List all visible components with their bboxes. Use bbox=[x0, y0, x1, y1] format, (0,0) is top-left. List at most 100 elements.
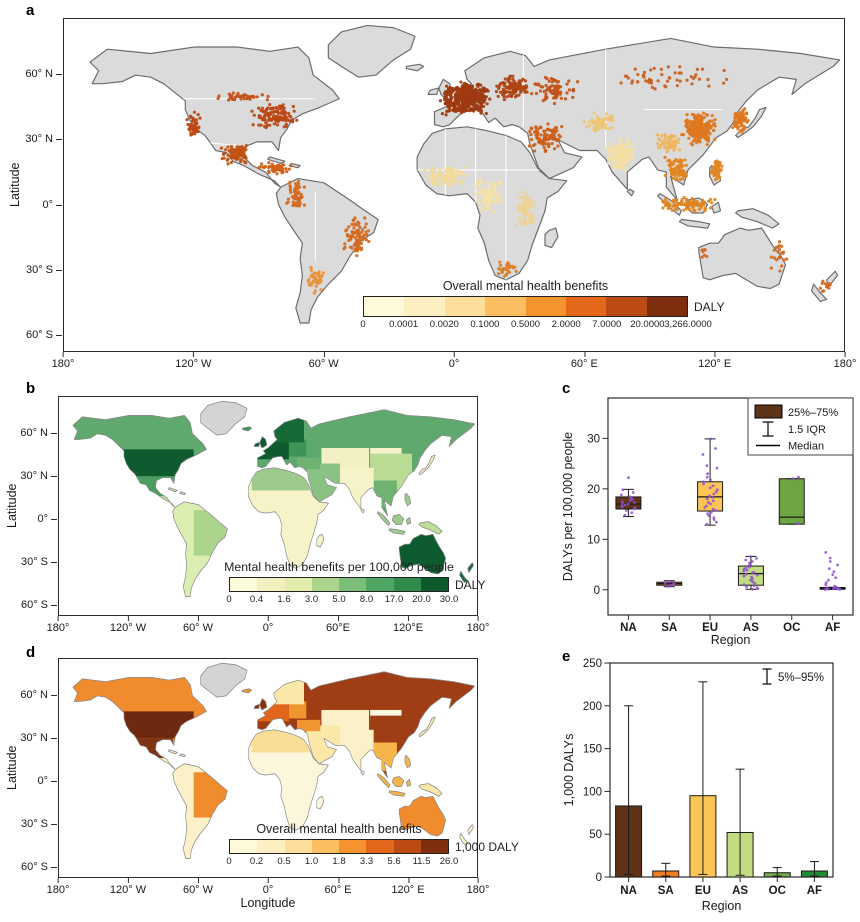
panel-b-colorbar-unit: DALY bbox=[455, 577, 486, 592]
colorbar-segment bbox=[565, 297, 607, 316]
chart-text: 1.5 IQR bbox=[788, 424, 826, 436]
colorbar-tick-label: 20.0 bbox=[412, 594, 431, 605]
colorbar-segment bbox=[420, 578, 448, 591]
lon-tick-label: 60° W bbox=[182, 878, 214, 896]
boxplot-dalys-per-100k: 0 10 20 30 DALYs per 100,000 people Region NA S… bbox=[560, 384, 860, 647]
chart-text: Median bbox=[788, 441, 824, 453]
colorbar-tick-label: 3.3 bbox=[359, 856, 374, 867]
lon-tick-label: 120° W bbox=[109, 878, 147, 896]
chart-text: 250 bbox=[583, 658, 602, 670]
panel-b-colorbar-labels: 0 0.4 1.6 3.0 5.0 8.0 17.0 20.0 30.0 bbox=[226, 594, 458, 606]
lon-tick-label: 120° W bbox=[109, 616, 147, 634]
colorbar-segment bbox=[525, 297, 566, 316]
lon-tick-label: 60° E bbox=[324, 878, 352, 896]
panel-d-colorbar-labels: 0 0.2 0.5 1.0 1.8 3.3 5.6 11.5 26.0 bbox=[226, 856, 458, 868]
chart-text: SA bbox=[661, 622, 677, 634]
lat-tick-label: 30° S bbox=[25, 263, 63, 276]
colorbar-tick-label: 0 bbox=[226, 856, 232, 867]
colorbar-segment bbox=[339, 840, 367, 853]
lon-tick-label: 180° bbox=[833, 352, 857, 370]
lon-tick-label: 180° bbox=[51, 352, 75, 370]
lon-tick-label: 180° bbox=[466, 616, 490, 634]
lon-tick-label: 180° bbox=[46, 616, 70, 634]
colorbar-tick-label: 5.6 bbox=[387, 856, 401, 867]
lon-tick-label: 120° E bbox=[391, 878, 425, 896]
lat-tick-label: 0° bbox=[37, 774, 57, 787]
panel-d-lon-axis: 180° 120° W 60° W 0° 60° E 120° E 180° bbox=[47, 878, 489, 898]
panel-e-letter: e bbox=[562, 648, 571, 665]
lat-tick-label: 30° N bbox=[25, 133, 62, 146]
lon-tick-label: 180° bbox=[466, 878, 490, 896]
colorbar-tick-label: 20.0000 bbox=[630, 319, 665, 330]
panel-a-lon-axis: 180° 120° W 60° W 0° 60° E 120° E 180° bbox=[52, 352, 856, 372]
chart-text: AF bbox=[807, 885, 822, 897]
lon-tick-label: 0° bbox=[262, 878, 274, 896]
lat-tick-label: 60° N bbox=[25, 68, 62, 81]
colorbar-tick-label: 0.1000 bbox=[470, 319, 500, 330]
chart-text: SA bbox=[658, 885, 674, 897]
colorbar-segment bbox=[230, 578, 258, 591]
panel-b-lon-axis: 180° 120° W 60° W 0° 60°E 120°E 180° bbox=[47, 616, 489, 636]
colorbar-segment bbox=[364, 297, 405, 316]
panel-d-colorbar-gradient bbox=[229, 839, 449, 854]
chart-text: 0 bbox=[594, 585, 600, 597]
lat-tick-label: 60° S bbox=[25, 328, 63, 341]
colorbar-tick-label: 5.0 bbox=[332, 594, 346, 605]
colorbar-segment bbox=[393, 840, 421, 853]
chart-text: 100 bbox=[583, 786, 602, 798]
colorbar-tick-label: 30.0 bbox=[439, 594, 459, 605]
panel-a-lat-axis: 60° N 30° N 0° 30° S 60° S bbox=[0, 18, 63, 352]
colorbar-segment bbox=[366, 840, 394, 853]
colorbar-tick-label: 26.0 bbox=[439, 856, 459, 867]
panel-b-colorbar-title: Mental health benefits per 100,000 peopl… bbox=[224, 560, 454, 574]
chart-text: 25%–75% bbox=[788, 407, 838, 419]
colorbar-segment bbox=[646, 297, 687, 316]
panel-d-letter: d bbox=[26, 644, 36, 661]
colorbar-segment bbox=[393, 578, 421, 591]
lat-tick-label: 60° S bbox=[20, 860, 58, 873]
lat-tick-label: 60° N bbox=[20, 689, 57, 702]
chart-text: AS bbox=[743, 622, 759, 634]
colorbar-tick-label: 0.5000 bbox=[510, 319, 541, 330]
chart-text: 20 bbox=[587, 484, 600, 496]
chart-text: NA bbox=[620, 622, 637, 634]
colorbar-tick-label: 1.6 bbox=[277, 594, 291, 605]
chart-text: 50 bbox=[589, 829, 602, 841]
panel-d-colorbar: Overall mental health benefits 1,000 DAL… bbox=[226, 822, 518, 868]
chart-text: AF bbox=[825, 622, 840, 634]
panel-d-lat-axis: 60° N 30° N 0° 30° S 60° S bbox=[0, 658, 58, 878]
panel-d-xlabel: Longitude bbox=[240, 896, 296, 910]
panel-b-letter: b bbox=[26, 380, 36, 397]
colorbar-segment bbox=[366, 578, 394, 591]
chart-text: 10 bbox=[587, 534, 600, 546]
lon-tick-label: 180° bbox=[46, 878, 70, 896]
lat-tick-label: 30° N bbox=[20, 732, 57, 744]
lat-tick-label: 0° bbox=[42, 198, 62, 211]
chart-text: Region bbox=[711, 633, 751, 646]
panel-a-letter: a bbox=[26, 2, 35, 19]
colorbar-tick-label: 1.8 bbox=[332, 856, 346, 867]
barchart-1000-dalys: 0 50 100 150 200 250 1,000 DALYs Region NA SA EU AS… bbox=[560, 648, 860, 922]
chart-text: Region bbox=[702, 899, 742, 913]
chart-text: 30 bbox=[587, 433, 600, 445]
colorbar-segment bbox=[257, 578, 285, 591]
panel-a-colorbar-title: Overall mental health benefits bbox=[442, 279, 609, 293]
chart-text: NA bbox=[620, 885, 637, 897]
chart-text: EU bbox=[702, 622, 718, 634]
lat-tick-label: 30° N bbox=[20, 470, 57, 482]
colorbar-tick-label: 0.0001 bbox=[389, 319, 419, 330]
lon-tick-label: 60° W bbox=[182, 616, 214, 634]
panel-a-colorbar-labels: 0 0.0001 0.0020 0.1000 0.5000 2.0000 7.0000 20.… bbox=[360, 319, 711, 331]
chart-text: OC bbox=[769, 885, 786, 897]
colorbar-segment bbox=[404, 297, 445, 316]
panel-d-colorbar-title: Overall mental health benefits bbox=[256, 822, 422, 836]
panel-a-colorbar-gradient bbox=[363, 296, 688, 317]
colorbar-tick-label: 0.0020 bbox=[429, 319, 459, 330]
colorbar-tick-label: 0.2 bbox=[249, 856, 264, 867]
colorbar-segment bbox=[311, 840, 339, 853]
lat-tick-label: 0° bbox=[37, 512, 57, 525]
colorbar-tick-label: 0 bbox=[226, 594, 232, 605]
panel-a-colorbar: Overall mental health benefits DALY 0 0.0… bbox=[360, 279, 724, 331]
chart-text: OC bbox=[783, 622, 800, 634]
colorbar-tick-label: 0 bbox=[360, 319, 366, 330]
